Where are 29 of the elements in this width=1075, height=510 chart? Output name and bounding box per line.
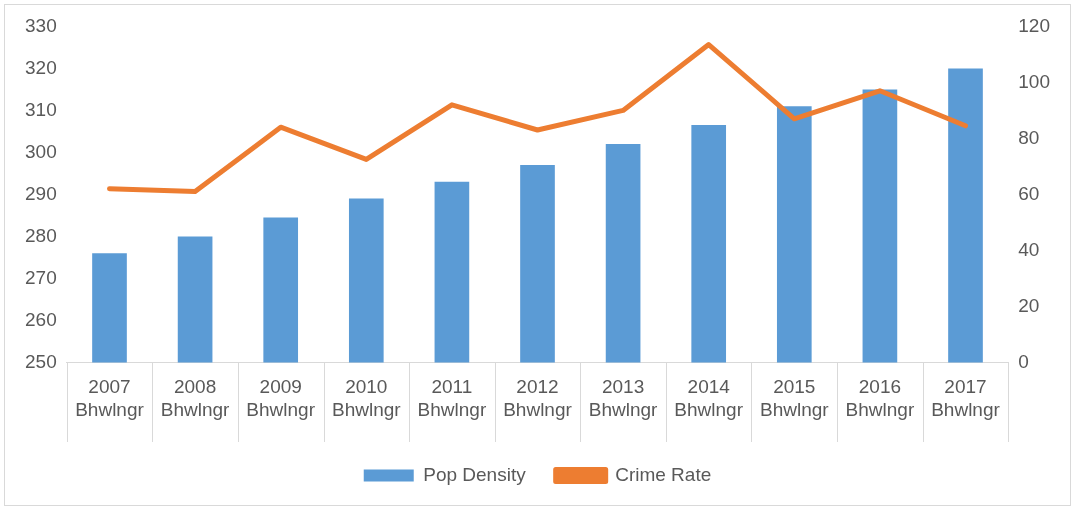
y2-tick-label: 80 xyxy=(1018,126,1040,148)
y2-tick-label: 120 xyxy=(1018,14,1050,36)
x-tick-label: 2016 Bhwlngr xyxy=(845,376,915,420)
legend-label: Pop Density xyxy=(423,463,527,485)
x-tick-label: 2010 Bhwlngr xyxy=(331,376,402,420)
y-tick-label: 320 xyxy=(25,56,57,78)
y2-tick-label: 100 xyxy=(1018,70,1050,92)
x-tick-label: 2017 Bhwlngr xyxy=(931,376,1001,420)
y2-tick-label: 0 xyxy=(1018,350,1029,372)
x-tick-label: 2013 Bhwlngr xyxy=(588,376,659,420)
y2-tick-label: 60 xyxy=(1018,182,1040,204)
x-tick-label: 2007 Bhwlngr xyxy=(75,376,145,420)
y-tick-label: 270 xyxy=(25,266,57,288)
legend-label: Crime Rate xyxy=(615,463,712,485)
y2-tick-label: 20 xyxy=(1018,294,1040,316)
y-tick-label: 330 xyxy=(25,14,57,36)
x-tick-label: 2015 Bhwlngr xyxy=(759,376,830,420)
x-tick-label: 2008 Bhwlngr xyxy=(160,376,231,420)
y-tick-label: 300 xyxy=(25,140,57,162)
y-tick-label: 310 xyxy=(25,98,57,120)
y-tick-label: 260 xyxy=(25,308,57,330)
y-tick-label: 250 xyxy=(25,350,57,372)
y2-tick-label: 40 xyxy=(1018,238,1040,260)
x-tick-label: 2011 Bhwlngr xyxy=(417,376,487,420)
y-tick-label: 280 xyxy=(25,224,57,246)
x-tick-label: 2009 Bhwlngr xyxy=(246,376,316,420)
y-tick-label: 290 xyxy=(25,182,57,204)
x-tick-label: 2014 Bhwlngr xyxy=(674,376,744,420)
x-tick-label: 2012 Bhwlngr xyxy=(503,376,573,420)
